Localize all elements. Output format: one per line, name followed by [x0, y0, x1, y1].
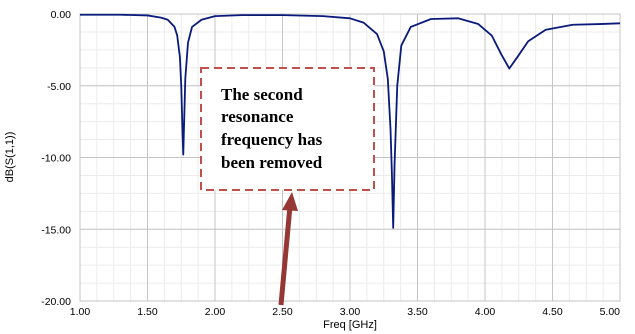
y-tick-label: -5.00	[47, 81, 71, 93]
y-tick-label: -15.00	[41, 224, 71, 236]
x-tick-label: 1.50	[137, 306, 158, 318]
x-tick-label: 3.50	[407, 306, 428, 318]
x-tick-label: 1.00	[70, 306, 91, 318]
annotation-arrow-shaft	[278, 205, 293, 306]
annotation-line-4: been removed	[221, 153, 323, 172]
y-axis-label: dB(S(1,1))	[4, 132, 16, 183]
annotation-arrow-head	[282, 192, 298, 211]
annotation: The second resonance frequency has been …	[200, 67, 375, 306]
y-tick-labels: 0.00 -5.00 -10.00 -15.00 -20.00	[41, 9, 71, 308]
x-tick-label: 2.50	[272, 306, 293, 318]
x-tick-label: 4.50	[542, 306, 563, 318]
series-line	[80, 13, 621, 229]
y-tick-label: -20.00	[41, 296, 71, 308]
x-tick-label: 2.00	[205, 306, 226, 318]
x-tick-label: 5.00	[600, 306, 621, 318]
x-tick-label: 4.00	[475, 306, 496, 318]
series-layer	[80, 13, 621, 229]
x-axis-label: Freq [GHz]	[323, 319, 377, 331]
annotation-line-1: The second	[221, 85, 303, 104]
annotation-box	[200, 67, 375, 191]
annotation-line-3: frequency has	[221, 130, 323, 149]
x-tick-labels: 1.00 1.50 2.00 2.50 3.00 3.50 4.00 4.50 5.00	[70, 306, 620, 318]
y-tick-label: 0.00	[51, 9, 72, 21]
y-tick-label: -10.00	[41, 153, 71, 165]
x-tick-label: 3.00	[340, 306, 361, 318]
annotation-line-2: resonance	[221, 107, 294, 126]
